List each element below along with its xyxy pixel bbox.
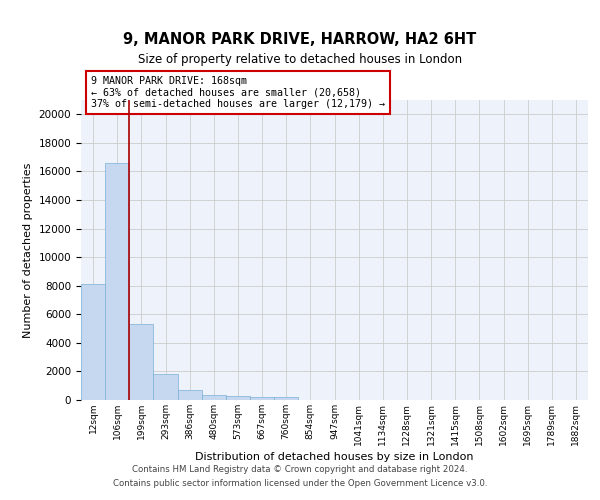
Text: Size of property relative to detached houses in London: Size of property relative to detached ho…: [138, 52, 462, 66]
Text: 9, MANOR PARK DRIVE, HARROW, HA2 6HT: 9, MANOR PARK DRIVE, HARROW, HA2 6HT: [124, 32, 476, 48]
Text: 9 MANOR PARK DRIVE: 168sqm
← 63% of detached houses are smaller (20,658)
37% of : 9 MANOR PARK DRIVE: 168sqm ← 63% of deta…: [91, 76, 385, 109]
Bar: [178, 390, 202, 400]
Bar: [81, 284, 105, 400]
Bar: [202, 395, 226, 400]
Bar: [250, 398, 274, 400]
Text: Contains HM Land Registry data © Crown copyright and database right 2024.
Contai: Contains HM Land Registry data © Crown c…: [113, 466, 487, 487]
Bar: [129, 324, 154, 400]
Y-axis label: Number of detached properties: Number of detached properties: [23, 162, 33, 338]
Bar: [105, 163, 129, 400]
X-axis label: Distribution of detached houses by size in London: Distribution of detached houses by size …: [195, 452, 474, 462]
Bar: [154, 374, 178, 400]
Bar: [226, 396, 250, 400]
Bar: [274, 398, 298, 400]
